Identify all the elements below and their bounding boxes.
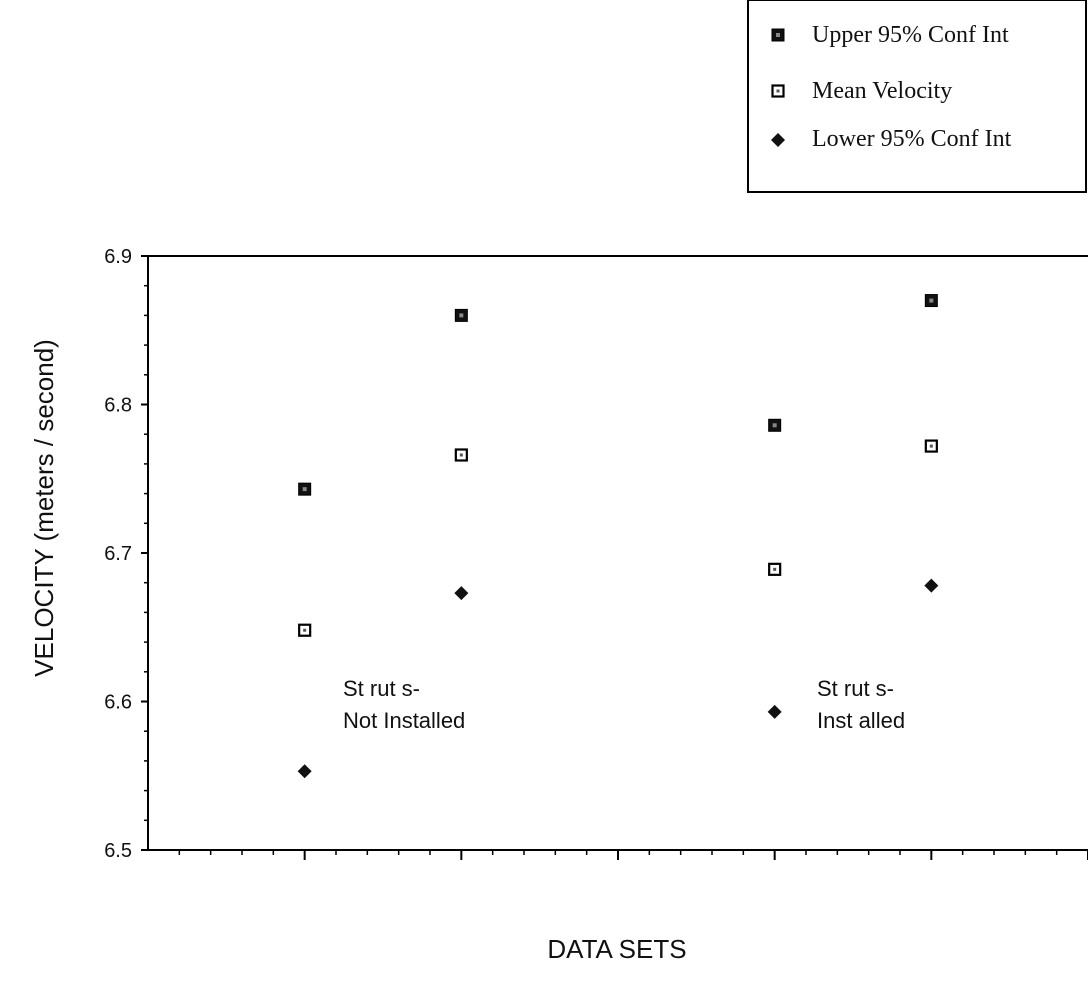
y-tick-label: 6.9 [104, 246, 132, 268]
data-point-open-square [768, 562, 782, 576]
annotation-line-2: Not Installed [343, 708, 465, 733]
marker-body [767, 704, 782, 719]
data-point-filled-square [298, 482, 312, 496]
data-point-filled-square [924, 294, 938, 308]
marker-center [772, 423, 777, 428]
y-tick-label: 6.7 [104, 543, 132, 565]
marker-center [302, 487, 307, 492]
annotation-struts-not-installed: St rut s- Not Installed [343, 676, 465, 733]
legend-marker-upper [771, 28, 785, 42]
marker-center [773, 567, 777, 571]
x-axis-ticks [178, 850, 1088, 860]
legend-label-upper: Upper 95% Conf Int [812, 22, 1009, 48]
legend-label-lower: Lower 95% Conf Int [812, 126, 1012, 152]
legend-marker-mean [771, 84, 785, 98]
data-point-open-square [924, 439, 938, 453]
marker-body [771, 133, 785, 147]
y-tick-label: 6.8 [104, 395, 132, 417]
data-points [297, 294, 939, 779]
marker-center [776, 33, 780, 37]
plot-frame [147, 255, 1088, 851]
data-point-filled-square [768, 418, 782, 432]
legend-item-lower: Lower 95% Conf Int [771, 126, 1012, 152]
legend-box [747, 0, 1087, 193]
data-point-open-square [454, 448, 468, 462]
marker-center [776, 89, 780, 93]
y-tick-label: 6.6 [104, 692, 132, 714]
annotation-line-1: St rut s- [343, 676, 420, 701]
annotation-line-1: St rut s- [817, 676, 894, 701]
data-point-diamond [454, 586, 469, 601]
marker-center [459, 453, 463, 457]
legend-item-upper: Upper 95% Conf Int [771, 22, 1009, 48]
marker-body [454, 586, 469, 601]
annotation-struts-installed: St rut s- Inst alled [817, 676, 905, 733]
data-point-diamond [297, 764, 312, 779]
marker-center [929, 298, 934, 303]
y-axis-ticks: 6.5 6.6 6.7 6.8 6.9 [104, 246, 148, 862]
legend-item-mean: Mean Velocity [771, 78, 952, 104]
data-point-open-square [298, 623, 312, 637]
marker-center [459, 313, 464, 318]
legend-symbol [771, 84, 785, 98]
legend-symbol [771, 133, 785, 147]
marker-body [924, 578, 939, 593]
marker-center [929, 444, 933, 448]
legend-label-mean: Mean Velocity [812, 78, 952, 104]
y-axis-title: VELOCITY (meters / second) [29, 339, 59, 677]
legend-symbol [771, 28, 785, 42]
legend: Upper 95% Conf Int Mean Velocity Lower 9… [747, 0, 1087, 193]
data-point-diamond [924, 578, 939, 593]
data-point-diamond [767, 704, 782, 719]
marker-center [303, 628, 307, 632]
y-tick-label: 6.5 [104, 840, 132, 862]
annotation-line-2: Inst alled [817, 708, 905, 733]
x-axis-title: DATA SETS [547, 934, 686, 964]
marker-body [297, 764, 312, 779]
data-point-filled-square [454, 308, 468, 322]
legend-marker-lower [771, 133, 785, 147]
